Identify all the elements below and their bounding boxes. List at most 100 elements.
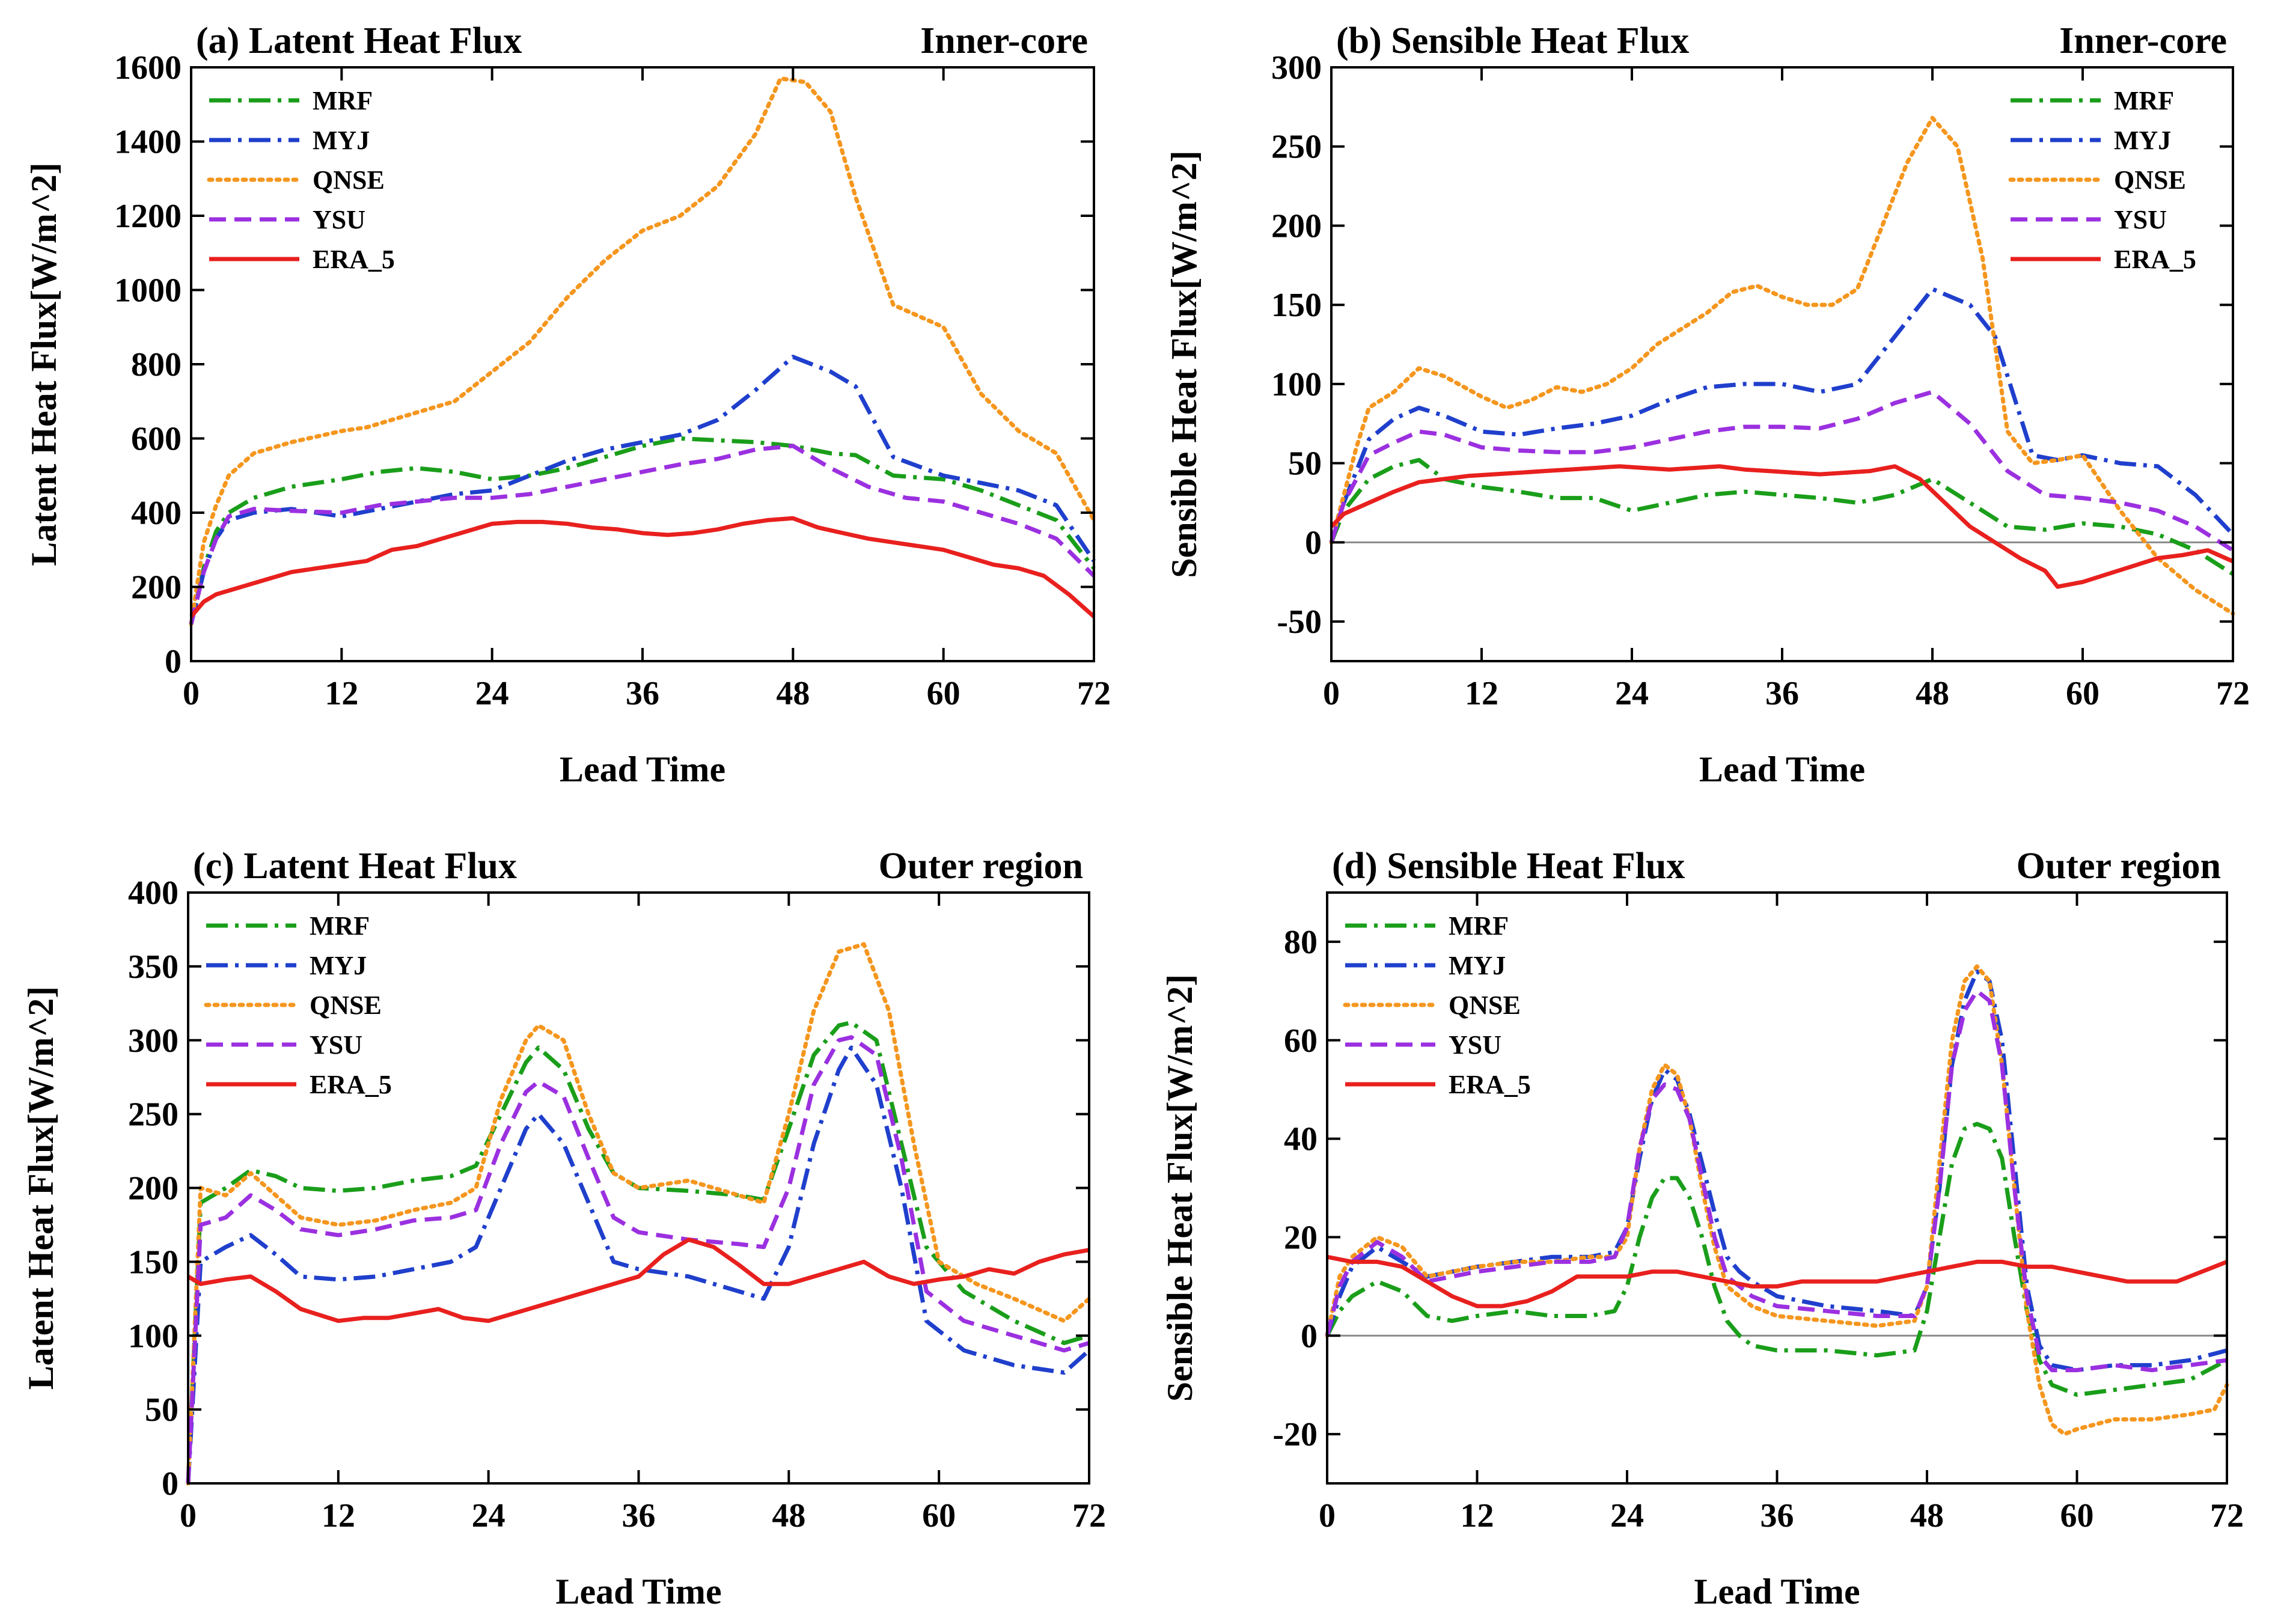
- series-line-qnse: [1325, 964, 2229, 1436]
- y-tick-label: 60: [1284, 1022, 1318, 1060]
- x-tick-label: 0: [1323, 675, 1340, 712]
- y-tick-label: 1400: [114, 124, 182, 161]
- x-tick-label: 24: [1615, 675, 1649, 712]
- series-line-era5: [1330, 464, 2234, 589]
- x-tick-label: 36: [622, 1497, 656, 1534]
- region-label: Inner-core: [920, 20, 1088, 61]
- y-tick-label: 0: [165, 643, 182, 680]
- x-tick-label: 60: [2060, 1497, 2094, 1534]
- y-tick-label: 300: [128, 1022, 179, 1060]
- y-axis-label: Sensible Heat Flux[W/m^2]: [1160, 974, 1200, 1402]
- y-tick-label: 600: [131, 421, 182, 458]
- y-tick-label: 100: [128, 1317, 179, 1355]
- legend-label: MYJ: [313, 126, 370, 155]
- x-tick-label: 48: [1910, 1497, 1944, 1534]
- y-tick-label: 0: [162, 1465, 179, 1503]
- legend-label: MRF: [1449, 911, 1509, 941]
- x-tick-label: 72: [1072, 1497, 1106, 1534]
- y-tick-label: 0: [1301, 1317, 1318, 1355]
- legend: MRF MYJ QNSE YSU ERA_5: [207, 86, 395, 274]
- y-tick-label: 80: [1284, 924, 1318, 961]
- x-tick-label: 0: [180, 1497, 197, 1534]
- x-tick-label: 48: [1916, 675, 1949, 712]
- y-tick-label: 250: [128, 1096, 179, 1134]
- x-tick-label: 24: [1610, 1497, 1644, 1534]
- panel-a: 0 12 24 36 48 60 72 0 200 400 600 800 1000 1200 1400 16…: [24, 20, 1111, 789]
- y-tick-label: 250: [1271, 129, 1322, 166]
- panel-c: 0 12 24 36 48 60 72 0 50 100 150 200 250 300 350 400 (c)…: [21, 846, 1106, 1611]
- panel-title: (d) Sensible Heat Flux: [1332, 846, 1685, 887]
- x-tick-label: 48: [772, 1497, 805, 1534]
- y-tick-label: 0: [1305, 524, 1322, 561]
- legend-label: QNSE: [1449, 991, 1521, 1020]
- series-line-era5: [1327, 1254, 2228, 1308]
- series-line-mrf: [1329, 457, 2234, 576]
- y-tick-label: 200: [1271, 207, 1322, 245]
- y-tick-label: 100: [1271, 366, 1322, 403]
- y-tick-label: 50: [1288, 445, 1322, 483]
- y-tick-label: 400: [131, 495, 182, 532]
- y-tick-label: 150: [1271, 287, 1322, 324]
- x-tick-label: 72: [2216, 675, 2250, 712]
- x-tick-label: 12: [1465, 675, 1498, 712]
- legend-label: QNSE: [310, 991, 382, 1020]
- x-tick-label: 12: [322, 1497, 355, 1534]
- y-axis-label: Latent Heat Flux[W/m^2]: [21, 986, 61, 1390]
- series-line-ysu: [1325, 989, 2228, 1373]
- series-line-ysu: [1329, 389, 2234, 552]
- series-line-era5: [189, 516, 1096, 618]
- region-label: Outer region: [879, 846, 1083, 887]
- series-line-myj: [1329, 287, 2235, 543]
- y-tick-label: 400: [128, 875, 179, 912]
- legend-label: MYJ: [2114, 126, 2171, 155]
- x-tick-label: 0: [183, 675, 200, 712]
- panel-d: 0 12 24 36 48 60 72 -20 0 20 40 60 80 (d) Sensible He…: [1160, 846, 2244, 1611]
- legend-label: MRF: [310, 911, 370, 941]
- legend-label: YSU: [313, 205, 365, 234]
- series-line-mrf: [1325, 1122, 2228, 1397]
- legend-label: ERA_5: [310, 1070, 392, 1099]
- y-tick-label: 1600: [114, 49, 182, 87]
- series-line-ysu: [186, 1035, 1090, 1484]
- x-tick-label: 36: [1765, 675, 1799, 712]
- series-line-mrf: [186, 1020, 1090, 1484]
- panel-title: (c) Latent Heat Flux: [193, 846, 517, 887]
- y-tick-label: -20: [1272, 1416, 1318, 1453]
- y-tick-label: 350: [128, 948, 179, 986]
- y-axis-label: Sensible Heat Flux[W/m^2]: [1164, 150, 1204, 578]
- series-line-myj: [186, 1045, 1091, 1484]
- x-tick-label: 0: [1319, 1497, 1336, 1534]
- y-tick-label: 1200: [114, 198, 182, 235]
- y-axis-label: Latent Heat Flux[W/m^2]: [24, 162, 64, 566]
- x-tick-label: 60: [927, 675, 960, 712]
- series-line-myj: [189, 355, 1096, 625]
- legend: MRF MYJ QNSE YSU ERA_5: [2008, 86, 2196, 274]
- x-tick-label: 60: [922, 1497, 956, 1534]
- y-tick-label: 50: [145, 1391, 179, 1429]
- y-tick-label: 40: [1284, 1121, 1318, 1158]
- x-tick-label: 60: [2066, 675, 2100, 712]
- y-tick-label: 300: [1271, 49, 1322, 87]
- legend-label: QNSE: [313, 165, 385, 195]
- legend-label: ERA_5: [313, 245, 395, 274]
- y-tick-label: 200: [131, 569, 182, 606]
- series-line-ysu: [189, 444, 1096, 625]
- series-line-qnse: [1329, 115, 2235, 616]
- x-tick-label: 12: [1461, 1497, 1494, 1534]
- region-label: Outer region: [2017, 846, 2221, 887]
- legend-label: YSU: [1449, 1030, 1501, 1060]
- x-tick-label: 36: [1761, 1497, 1794, 1534]
- series-line-mrf: [189, 436, 1096, 625]
- legend: MRF MYJ QNSE YSU ERA_5: [204, 911, 392, 1099]
- x-tick-label: 12: [325, 675, 358, 712]
- x-axis-label: Lead Time: [555, 1572, 721, 1611]
- x-axis-label: Lead Time: [1694, 1572, 1860, 1611]
- legend-label: YSU: [2114, 205, 2167, 234]
- y-tick-label: 150: [128, 1244, 179, 1281]
- panel-title: (b) Sensible Heat Flux: [1336, 20, 1689, 61]
- series-line-qnse: [186, 942, 1092, 1486]
- x-axis-label: Lead Time: [560, 749, 725, 789]
- x-tick-label: 72: [1077, 675, 1111, 712]
